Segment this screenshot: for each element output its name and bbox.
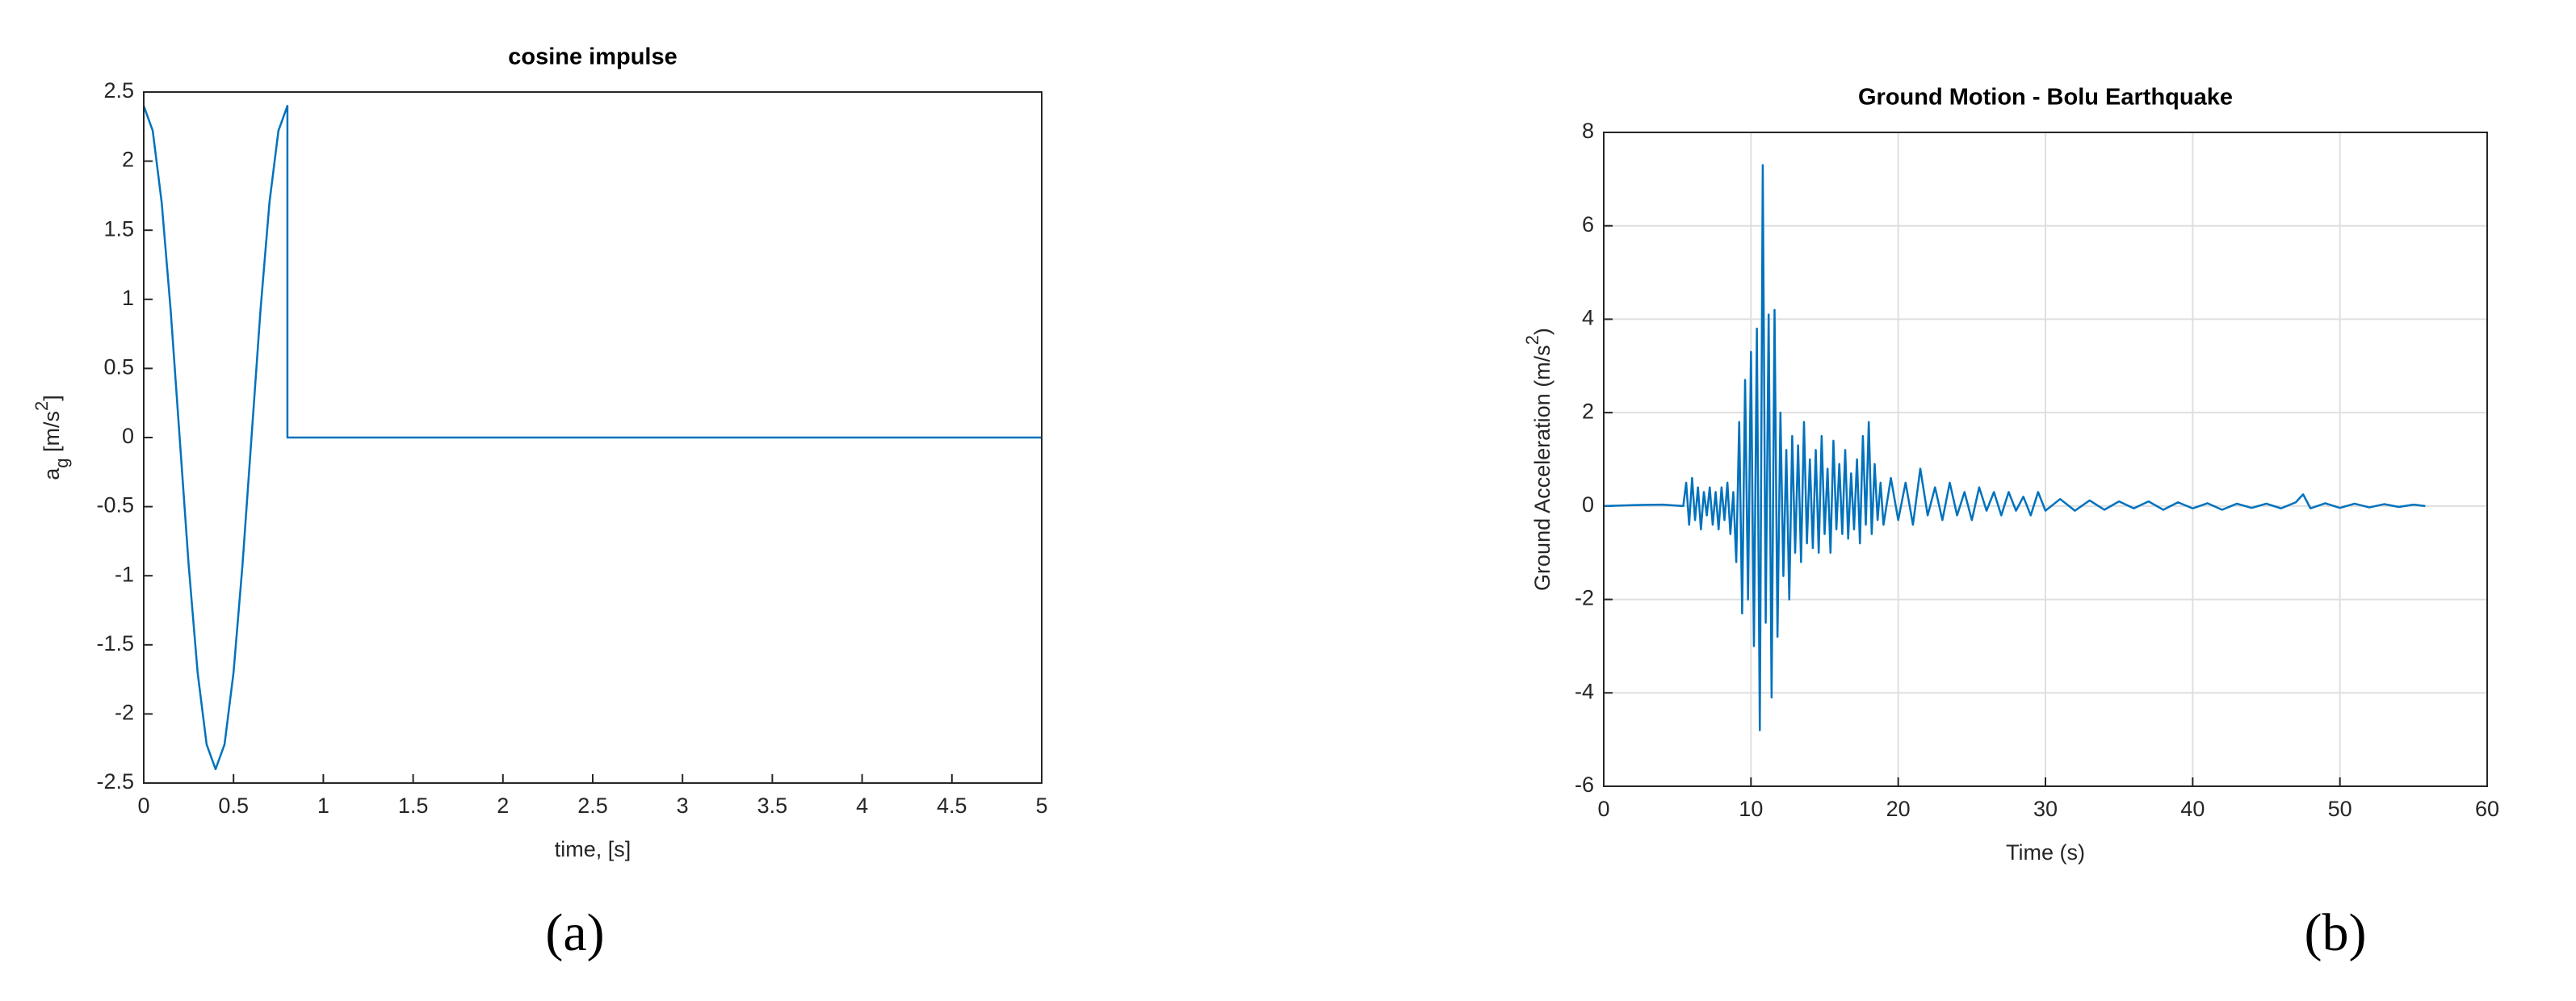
y-axis-label-part: 2 xyxy=(31,401,52,411)
y-tick-label: -1.5 xyxy=(96,631,134,655)
y-axis-label-part: 2 xyxy=(1522,335,1542,345)
x-tick-label: 50 xyxy=(2328,797,2352,821)
x-tick-label: 0 xyxy=(1597,797,1609,821)
y-axis-label: ag [m/s2] xyxy=(31,395,72,480)
axes-box xyxy=(1603,132,2488,787)
panel-label: (a) xyxy=(545,903,604,962)
x-axis-label: time, [s] xyxy=(555,837,631,861)
panel-label: (b) xyxy=(2305,903,2367,962)
y-tick-label: 2 xyxy=(122,148,134,172)
x-tick-label: 1 xyxy=(317,794,329,818)
x-tick-label: 10 xyxy=(1739,797,1763,821)
y-tick-label: -2 xyxy=(1575,586,1594,610)
x-tick-label: 0 xyxy=(137,794,149,818)
y-tick-label: 1 xyxy=(122,286,134,310)
axes-box xyxy=(143,91,1043,784)
y-axis-label-part: ) xyxy=(1530,328,1554,335)
y-tick-label: -1 xyxy=(115,562,134,586)
y-tick-label: -0.5 xyxy=(96,493,134,517)
x-tick-label: 2.5 xyxy=(577,794,608,818)
chart-title: Ground Motion - Bolu Earthquake xyxy=(1858,85,2233,111)
data-line xyxy=(1603,164,2426,731)
y-tick-label: -6 xyxy=(1575,773,1594,797)
x-tick-label: 4 xyxy=(856,794,868,818)
y-tick-label: 8 xyxy=(1582,119,1594,143)
y-tick-label: 1.5 xyxy=(103,216,134,241)
y-tick-label: 2.5 xyxy=(103,78,134,103)
x-tick-label: 4.5 xyxy=(937,794,967,818)
y-tick-label: -4 xyxy=(1575,679,1594,703)
y-tick-label: 0 xyxy=(1582,492,1594,517)
y-axis-label-part: Ground Acceleration (m/s xyxy=(1530,345,1554,591)
x-tick-label: 20 xyxy=(1886,797,1911,821)
y-tick-label: -2 xyxy=(115,701,134,725)
y-axis-label-part: ] xyxy=(40,395,64,401)
x-tick-label: 0.5 xyxy=(218,794,249,818)
x-tick-label: 40 xyxy=(2180,797,2205,821)
data-line xyxy=(142,104,1042,771)
x-tick-label: 5 xyxy=(1035,794,1047,818)
y-tick-label: 2 xyxy=(1582,399,1594,423)
y-axis-label-part: [m/s xyxy=(40,411,64,459)
x-tick-label: 3.5 xyxy=(757,794,788,818)
x-axis-label: Time (s) xyxy=(2006,840,2085,865)
y-tick-label: 4 xyxy=(1582,306,1594,330)
x-tick-label: 60 xyxy=(2475,797,2499,821)
y-axis-label-part: g xyxy=(52,458,72,467)
y-tick-label: -2.5 xyxy=(96,769,134,794)
y-tick-label: 0 xyxy=(122,424,134,448)
y-axis-label-part: a xyxy=(40,467,64,480)
x-tick-label: 30 xyxy=(2033,797,2058,821)
x-tick-label: 1.5 xyxy=(398,794,429,818)
x-tick-label: 2 xyxy=(497,794,509,818)
chart-title: cosine impulse xyxy=(508,44,678,70)
x-tick-label: 3 xyxy=(677,794,689,818)
y-tick-label: 0.5 xyxy=(103,355,134,379)
y-axis-label: Ground Acceleration (m/s2) xyxy=(1522,328,1554,591)
y-tick-label: 6 xyxy=(1582,212,1594,237)
